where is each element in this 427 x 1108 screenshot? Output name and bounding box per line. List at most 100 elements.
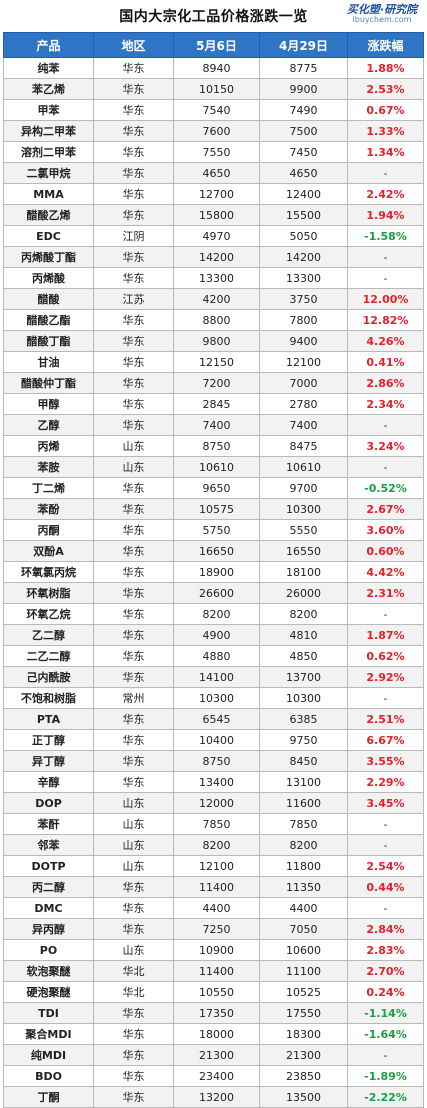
cell-price-may6: 10300 — [173, 687, 260, 709]
table-row: 苯酐 山东 7850 7850- — [3, 813, 424, 835]
cell-price-may6: 16650 — [173, 540, 260, 562]
cell-price-may6: 18000 — [173, 1023, 260, 1045]
cell-region: 华东 — [93, 624, 174, 646]
cell-change: -2.22% — [347, 1086, 424, 1108]
cell-price-may6: 4200 — [173, 288, 260, 310]
cell-product: 邻苯 — [3, 834, 94, 856]
cell-price-may6: 10575 — [173, 498, 260, 520]
cell-price-may6: 12100 — [173, 855, 260, 877]
cell-price-may6: 11400 — [173, 876, 260, 898]
cell-product: 异构二甲苯 — [3, 120, 94, 142]
cell-product: 甲醇 — [3, 393, 94, 415]
cell-product: 醋酸乙酯 — [3, 309, 94, 331]
table-row: 邻苯 山东 8200 8200- — [3, 834, 424, 856]
cell-product: MMA — [3, 183, 94, 205]
cell-price-apr29: 10525 — [259, 981, 348, 1003]
cell-price-may6: 13200 — [173, 1086, 260, 1108]
cell-price-apr29: 11350 — [259, 876, 348, 898]
cell-price-apr29: 6385 — [259, 708, 348, 730]
cell-product: DOTP — [3, 855, 94, 877]
cell-change: - — [347, 834, 424, 856]
cell-price-may6: 26600 — [173, 582, 260, 604]
cell-change: - — [347, 1044, 424, 1066]
cell-price-apr29: 15500 — [259, 204, 348, 226]
cell-product: 辛醇 — [3, 771, 94, 793]
cell-price-apr29: 11100 — [259, 960, 348, 982]
cell-price-may6: 8200 — [173, 834, 260, 856]
cell-product: 苯酚 — [3, 498, 94, 520]
cell-product: 异丙醇 — [3, 918, 94, 940]
cell-change: - — [347, 813, 424, 835]
cell-product: 纯苯 — [3, 57, 94, 79]
cell-change: -1.14% — [347, 1002, 424, 1024]
cell-product: 环氧氯丙烷 — [3, 561, 94, 583]
cell-change: 2.34% — [347, 393, 424, 415]
cell-change: - — [347, 687, 424, 709]
cell-change: 0.44% — [347, 876, 424, 898]
table-row: 异丁醇 华东 8750 8450 3.55% — [3, 750, 424, 772]
cell-price-apr29: 5550 — [259, 519, 348, 541]
cell-product: 丁酮 — [3, 1086, 94, 1108]
cell-change: 4.26% — [347, 330, 424, 352]
cell-region: 华东 — [93, 57, 174, 79]
table-row: 溶剂二甲苯 华东 7550 7450 1.34% — [3, 141, 424, 163]
cell-price-may6: 8940 — [173, 57, 260, 79]
cell-change: 1.34% — [347, 141, 424, 163]
cell-product: EDC — [3, 225, 94, 247]
cell-change: 2.86% — [347, 372, 424, 394]
table-row: 苯酚 华东 10575 10300 2.67% — [3, 498, 424, 520]
cell-change: 3.60% — [347, 519, 424, 541]
cell-region: 华东 — [93, 204, 174, 226]
table-row: 丙烯酸丁酯 华东 14200 14200- — [3, 246, 424, 268]
cell-change: - — [347, 246, 424, 268]
cell-price-may6: 12150 — [173, 351, 260, 373]
cell-region: 华东 — [93, 372, 174, 394]
cell-product: 己内酰胺 — [3, 666, 94, 688]
cell-price-apr29: 7000 — [259, 372, 348, 394]
table-row: DMC 华东 4400 4400- — [3, 897, 424, 919]
cell-change: - — [347, 414, 424, 436]
cell-product: 纯MDI — [3, 1044, 94, 1066]
table-row: 二氯甲烷 华东 4650 4650- — [3, 162, 424, 184]
cell-price-may6: 7540 — [173, 99, 260, 121]
cell-price-apr29: 7850 — [259, 813, 348, 835]
cell-change: 2.67% — [347, 498, 424, 520]
table-header-row: 产品 地区 5月6日 4月29日 涨跌幅 — [3, 32, 424, 58]
cell-change: - — [347, 603, 424, 625]
cell-price-apr29: 4810 — [259, 624, 348, 646]
table-row: 双酚A 华东 16650 16550 0.60% — [3, 540, 424, 562]
cell-product: 环氧乙烷 — [3, 603, 94, 625]
cell-region: 华东 — [93, 498, 174, 520]
cell-region: 华东 — [93, 897, 174, 919]
cell-product: 丙烯 — [3, 435, 94, 457]
table-row: MMA 华东 12700 12400 2.42% — [3, 183, 424, 205]
cell-price-may6: 10900 — [173, 939, 260, 961]
table-row: 醋酸乙烯 华东 15800 15500 1.94% — [3, 204, 424, 226]
table-row: 丙烯 山东 8750 8475 3.24% — [3, 435, 424, 457]
table-row: 乙醇 华东 7400 7400- — [3, 414, 424, 436]
cell-region: 华东 — [93, 750, 174, 772]
cell-product: 硬泡聚醚 — [3, 981, 94, 1003]
cell-region: 华东 — [93, 162, 174, 184]
table-row: 醋酸丁酯 华东 9800 9400 4.26% — [3, 330, 424, 352]
table-row: 己内酰胺 华东 14100 13700 2.92% — [3, 666, 424, 688]
cell-price-may6: 10400 — [173, 729, 260, 751]
cell-change: 2.51% — [347, 708, 424, 730]
cell-region: 华东 — [93, 393, 174, 415]
cell-change: 3.55% — [347, 750, 424, 772]
cell-price-may6: 8200 — [173, 603, 260, 625]
cell-price-may6: 6545 — [173, 708, 260, 730]
cell-product: 醋酸仲丁酯 — [3, 372, 94, 394]
table-row: DOP 山东 12000 11600 3.45% — [3, 792, 424, 814]
cell-price-may6: 7250 — [173, 918, 260, 940]
cell-region: 山东 — [93, 813, 174, 835]
cell-price-apr29: 8775 — [259, 57, 348, 79]
table-row: 辛醇 华东 13400 13100 2.29% — [3, 771, 424, 793]
cell-price-apr29: 7500 — [259, 120, 348, 142]
page-title: 国内大宗化工品价格涨跌一览 — [119, 9, 308, 25]
cell-price-may6: 9800 — [173, 330, 260, 352]
cell-product: DMC — [3, 897, 94, 919]
table-row: 丁二烯 华东 9650 9700 -0.52% — [3, 477, 424, 499]
cell-price-apr29: 4650 — [259, 162, 348, 184]
cell-region: 江苏 — [93, 288, 174, 310]
